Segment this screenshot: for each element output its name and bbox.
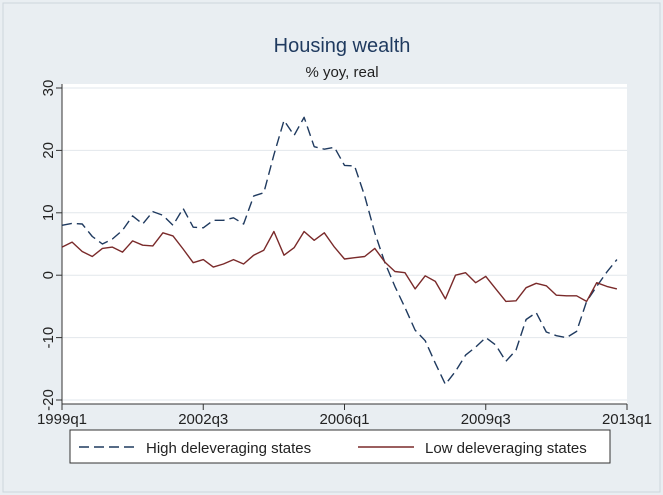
series-line-low-deleveraging (61, 230, 618, 303)
x-tick-label: 2002q3 (178, 411, 228, 428)
series-lines (61, 116, 618, 386)
y-tick-label: -20 (40, 389, 57, 411)
x-tick-label: 1999q1 (37, 411, 87, 428)
axes: -20 -10 0 10 20 30 1999q1 2002q3 2006q1 2009q3 201… (37, 80, 652, 428)
chart-subtitle: % yoy, real (305, 64, 378, 81)
legend-box (69, 429, 611, 464)
gridlines (62, 87, 627, 401)
legend-label-low: Low deleveraging states (425, 440, 587, 457)
x-tick-label: 2009q3 (461, 411, 511, 428)
series-line-high-deleveraging (61, 116, 618, 386)
y-tick-label: -10 (40, 327, 57, 349)
y-tick-label: 20 (40, 142, 57, 159)
plot-area (62, 84, 627, 404)
y-tick-label: 30 (40, 80, 57, 97)
y-tick-label: 10 (40, 204, 57, 221)
y-tick-label: 0 (40, 271, 57, 279)
legend: High deleveraging states Low deleveragin… (69, 429, 611, 464)
x-tick-label: 2006q1 (319, 411, 369, 428)
legend-label-high: High deleveraging states (146, 440, 311, 457)
x-tick-label: 2013q1 (602, 411, 652, 428)
chart-title: Housing wealth (274, 35, 411, 57)
